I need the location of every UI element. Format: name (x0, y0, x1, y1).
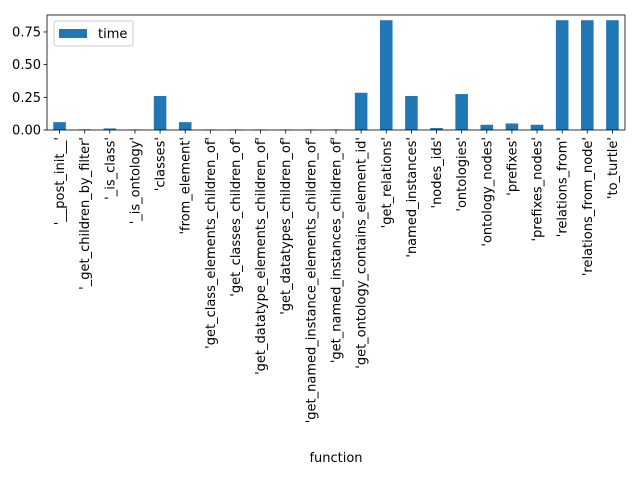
x-tick-label-3: '_is_ontology' (128, 137, 143, 224)
x-tick-label-14: 'named_instances' (405, 137, 420, 258)
x-tick-label-16: 'ontologies' (455, 137, 470, 212)
bar-21 (581, 20, 594, 130)
bar-19 (530, 124, 544, 130)
bar-16 (455, 94, 468, 130)
x-tick-label-21: 'relations_from_node' (581, 137, 596, 276)
bar-17 (480, 124, 494, 130)
plot-frame (46, 14, 626, 131)
bar-0 (53, 122, 66, 130)
y-tick-label-1: 0.25 (12, 91, 41, 106)
legend-box (53, 20, 134, 47)
y-tick-label-0: 0.00 (12, 124, 41, 139)
y-tick-label-2: 0.50 (12, 58, 41, 73)
x-tick-label-18: 'prefixes' (505, 137, 520, 196)
x-axis: '__post_init__' '_get_children_by_filter'… (53, 130, 621, 423)
legend-label: time (98, 27, 127, 42)
x-tick-label-2: '_is_class' (103, 137, 118, 200)
bar-13 (379, 20, 393, 130)
y-tick-label-3: 0.75 (12, 25, 41, 40)
x-tick-label-10: 'get_named_instance_elements_children_of… (304, 137, 319, 423)
bar-2 (103, 128, 117, 130)
bar-22 (606, 20, 619, 130)
x-tick-label-17: 'ontology_nodes' (480, 137, 495, 247)
bar-14 (405, 96, 418, 130)
x-axis-label: function (309, 451, 362, 466)
y-axis: 0.00 0.25 0.50 0.75 (12, 25, 47, 139)
x-tick-label-8: 'get_datatype_elements_children_of' (254, 137, 269, 375)
x-tick-label-20: 'relations_from' (556, 137, 571, 237)
x-tick-label-11: 'get_named_instances_children_of' (330, 137, 345, 363)
bar-18 (505, 123, 519, 130)
x-tick-label-4: 'classes' (154, 137, 169, 191)
bar-4 (153, 96, 167, 130)
x-tick-label-12: 'get_ontology_contains_element_id' (355, 137, 370, 369)
x-tick-label-9: 'get_datatypes_children_of' (279, 137, 294, 315)
bar-5 (178, 122, 192, 130)
x-tick-label-7: 'get_classes_children_of' (229, 137, 244, 297)
legend: time (53, 20, 134, 47)
x-tick-label-13: 'get_relations' (380, 137, 395, 228)
x-tick-label-1: '_get_children_by_filter' (78, 137, 93, 290)
bar-12 (354, 92, 368, 130)
bars-group (53, 20, 619, 130)
x-tick-label-15: 'nodes_ids' (430, 137, 445, 209)
x-tick-label-5: 'from_element' (179, 137, 194, 235)
bar-20 (555, 20, 569, 130)
x-tick-label-0: '__post_init__' (53, 137, 68, 225)
x-tick-label-19: 'prefixes_nodes' (531, 137, 546, 241)
x-tick-label-22: 'to_turtle' (606, 137, 621, 199)
legend-swatch (59, 29, 87, 38)
bar-15 (430, 128, 443, 130)
x-tick-label-6: 'get_class_elements_children_of' (204, 137, 219, 349)
